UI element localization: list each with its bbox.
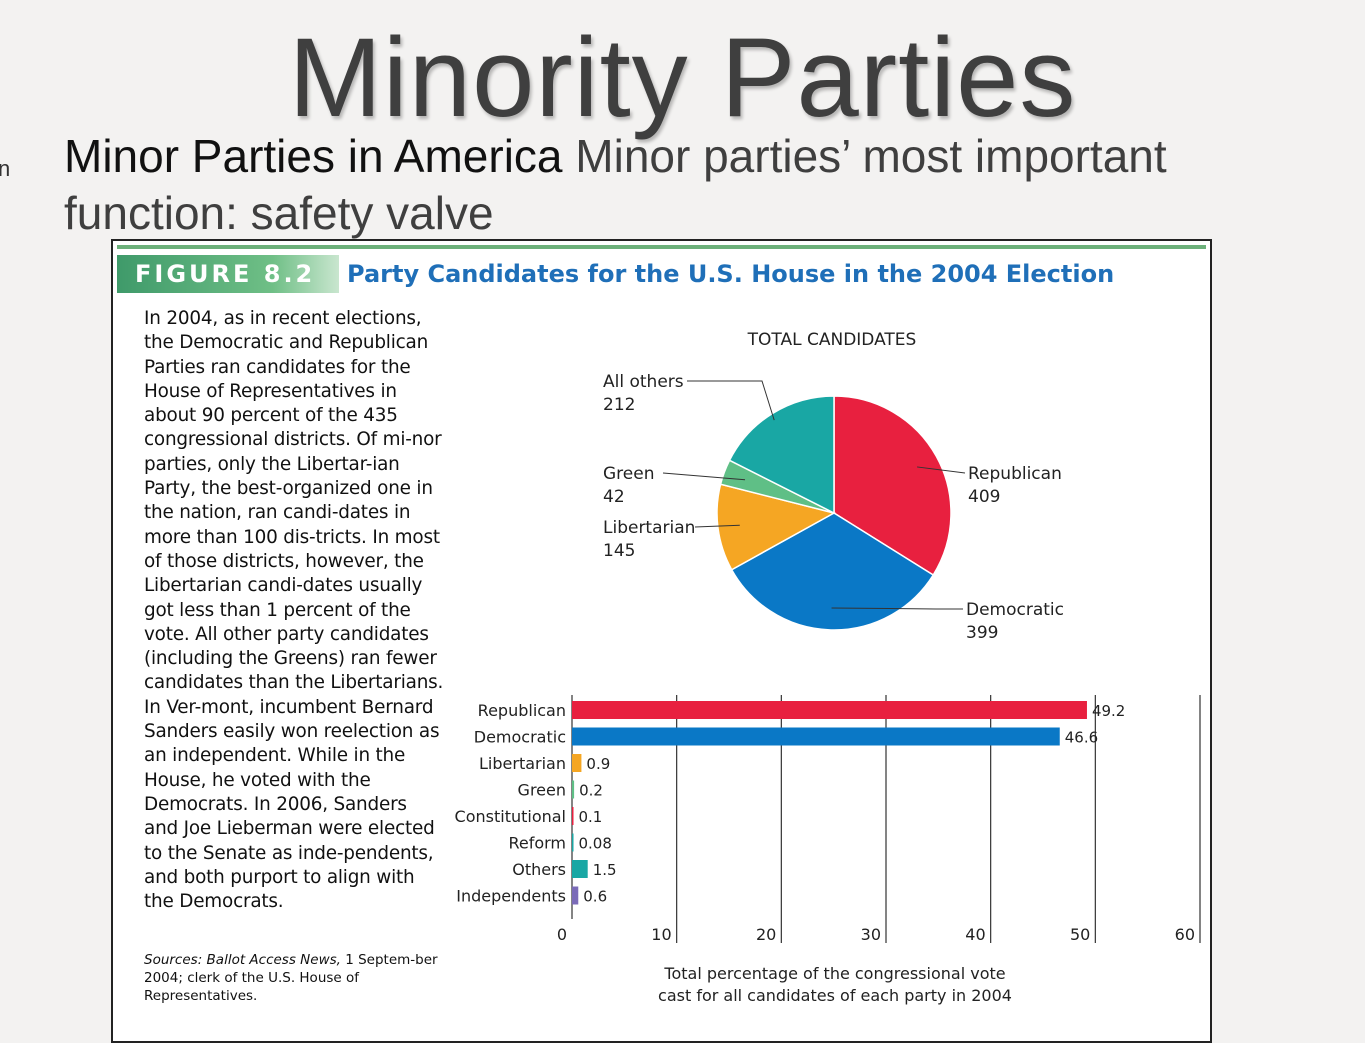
bar-green [572, 780, 575, 799]
slide-title: Minority Parties [288, 15, 1077, 140]
pie-leader-democratic [831, 607, 963, 610]
subtitle-text: Minor parties’ most important function: … [64, 130, 1167, 239]
bar-tick-20: 20 [756, 925, 776, 944]
figure-label: FIGURE 8.2 [117, 255, 339, 293]
pie-leader-republican [917, 466, 966, 474]
bar-independents [572, 886, 579, 905]
bar-tick-10: 10 [651, 925, 671, 944]
bar-category-republican: Republican [478, 701, 566, 720]
figure-sources: Sources: Ballot Access News, 1 Septem-be… [144, 951, 444, 1005]
pie-value-all-others: 212 [603, 395, 635, 415]
bar-democratic [572, 727, 1060, 746]
pie-value-democratic: 399 [966, 623, 998, 643]
pie-value-republican: 409 [968, 487, 1000, 507]
bar-tick-50: 50 [1070, 925, 1090, 944]
bar-value-reform: 0.08 [579, 835, 612, 853]
pie-leader-green [662, 472, 746, 481]
bar-xlabel-line1: Total percentage of the congressional vo… [663, 964, 1005, 983]
pie-value-green: 42 [603, 487, 625, 507]
bar-value-democratic: 46.6 [1065, 729, 1098, 747]
bar-category-others: Others [512, 860, 566, 879]
bar-value-independents: 0.6 [583, 888, 607, 906]
bar-category-independents: Independents [456, 887, 566, 906]
pie-slice-all-others [728, 395, 835, 515]
pie-leader-all-others [687, 380, 775, 421]
bar-republican [572, 701, 1087, 719]
bar-tick-40: 40 [965, 925, 985, 944]
sources-text: 1 Septem-ber 2004; clerk of the U.S. Hou… [144, 952, 438, 1004]
bar-category-reform: Reform [508, 834, 566, 853]
bar-value-constitutional: 0.1 [579, 808, 603, 826]
sources-italic: Sources: Ballot Access News, [144, 952, 341, 968]
slide-subtitle: Minor Parties in America Minor parties’ … [64, 128, 1314, 242]
bar-chart: Republican Democratic Libertarian Green Cons… [455, 695, 1201, 1005]
pie-chart: TOTAL CANDIDATES Republican 409 Democratic… [603, 330, 1064, 643]
figure-caption: In 2004, as in recent elections, the Dem… [144, 308, 444, 913]
pie-label-green: Green [603, 464, 654, 484]
bar-tick-30: 30 [861, 925, 881, 944]
bar-tick-60: 60 [1175, 925, 1195, 944]
bar-category-libertarian: Libertarian [479, 754, 566, 773]
pie-label-libertarian: Libertarian [603, 518, 695, 538]
bar-value-others: 1.5 [593, 861, 617, 879]
pie-label-democratic: Democratic [966, 600, 1064, 620]
figure-title: Party Candidates for the U.S. House in t… [347, 260, 1115, 288]
bar-category-green: Green [518, 781, 566, 800]
bar-category-constitutional: Constitutional [455, 807, 566, 826]
bar-reform [572, 833, 574, 852]
bar-value-libertarian: 0.9 [586, 755, 610, 773]
pie-label-all-others: All others [603, 372, 684, 392]
bar-others [572, 860, 588, 878]
pie-title: TOTAL CANDIDATES [747, 330, 917, 350]
pie-value-libertarian: 145 [603, 541, 635, 561]
bar-value-republican: 49.2 [1092, 702, 1125, 720]
bar-value-green: 0.2 [579, 782, 603, 800]
figure-panel: FIGURE 8.2 Party Candidates for the U.S.… [111, 239, 1212, 1043]
bullet-fragment: n [0, 156, 11, 181]
bar-tick-0: 0 [557, 925, 567, 944]
bar-libertarian [572, 754, 582, 772]
subtitle-heading: Minor Parties in America [64, 130, 563, 182]
figure-top-rule [117, 245, 1206, 249]
pie-label-republican: Republican [968, 464, 1062, 484]
bar-xlabel-line2: cast for all candidates of each party in… [658, 986, 1012, 1005]
bar-category-democratic: Democratic [474, 728, 566, 747]
pie-leader-libertarian [694, 524, 740, 528]
pie-slice-republican [833, 395, 952, 577]
bar-constitutional [572, 807, 574, 825]
